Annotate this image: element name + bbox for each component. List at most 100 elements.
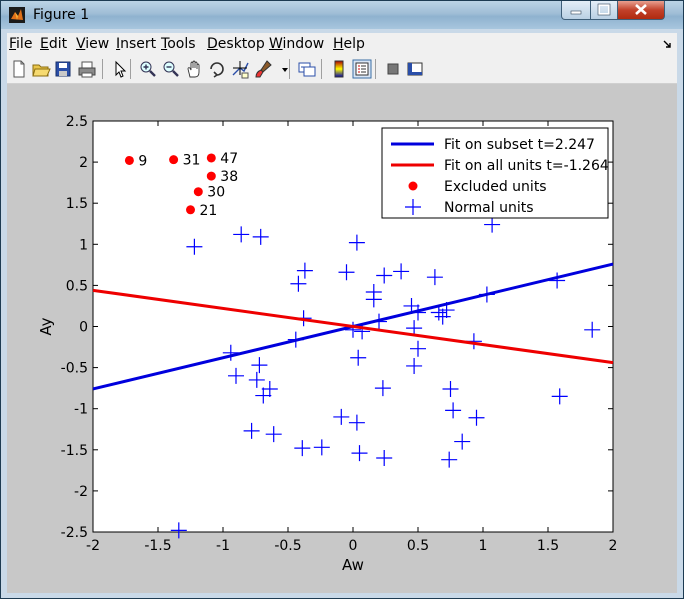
window-title: Figure 1: [33, 7, 90, 23]
menu-edit[interactable]: Edit: [40, 36, 68, 52]
normal-unit-marker: [441, 451, 458, 468]
normal-unit-marker: [248, 371, 265, 388]
toolbar-separator: [375, 59, 376, 79]
maximize-button[interactable]: [590, 1, 618, 20]
menu-accelerator-key: W: [269, 36, 283, 52]
normal-unit-marker: [333, 408, 350, 425]
y-tick-label: 2.5: [66, 114, 88, 130]
legend-button[interactable]: [352, 59, 372, 79]
show-plot-tools-button[interactable]: [405, 59, 425, 79]
normal-unit-marker: [393, 263, 410, 280]
normal-unit-marker: [290, 275, 307, 292]
pointer-button[interactable]: [110, 59, 130, 79]
new-file-icon: [13, 60, 25, 78]
close-button[interactable]: [617, 1, 665, 20]
menu-accelerator-key: I: [116, 36, 121, 52]
minimize-button[interactable]: [561, 1, 591, 20]
dock-arrow-icon[interactable]: [663, 39, 673, 49]
normal-unit-marker: [365, 291, 382, 308]
new-file-button[interactable]: [9, 59, 29, 79]
menu-desktop[interactable]: Desktop: [207, 36, 265, 52]
normal-unit-marker: [374, 380, 391, 397]
normal-unit-marker: [454, 433, 471, 450]
toolbar-separator: [102, 59, 103, 79]
link-plot-icon: [298, 62, 316, 77]
rotate-3d-icon: [210, 62, 224, 78]
x-tick-label: -0.5: [274, 538, 301, 554]
save-button[interactable]: [53, 59, 73, 79]
normal-unit-marker: [549, 272, 566, 289]
y-tick-label: 1.5: [66, 196, 88, 212]
pan-hand-button[interactable]: [184, 59, 204, 79]
pointer-icon: [115, 60, 127, 78]
menu-accelerator-key: E: [40, 36, 49, 52]
toolbar-separator: [321, 59, 322, 79]
y-tick-label: 0: [79, 320, 88, 336]
maximize-icon: [597, 3, 611, 16]
legend-entry: Normal units: [444, 200, 534, 216]
save-icon: [55, 61, 71, 77]
excluded-unit-marker: [206, 153, 216, 163]
fit-all-line: [92, 288, 614, 365]
menu-accelerator-key: T: [161, 36, 168, 52]
menu-help[interactable]: Help: [333, 36, 365, 52]
normal-unit-marker: [350, 349, 367, 366]
y-tick-label: -1.5: [61, 443, 88, 459]
x-tick-label: -2: [86, 538, 100, 554]
hide-plot-tools-button[interactable]: [383, 59, 403, 79]
y-tick-label: -2.5: [61, 525, 88, 541]
y-tick-label: -1: [74, 402, 88, 418]
title-bar[interactable]: Figure 1: [1, 1, 683, 29]
normal-unit-marker: [313, 439, 330, 456]
normal-unit-marker: [584, 321, 601, 338]
normal-unit-marker: [445, 402, 462, 419]
link-plot-button[interactable]: [297, 59, 317, 79]
x-tick-label: 1: [479, 538, 488, 554]
x-tick-label: -1: [216, 538, 230, 554]
menu-view[interactable]: View: [76, 36, 110, 52]
menu-file[interactable]: File: [9, 36, 33, 52]
x-tick-label: 2: [609, 538, 618, 554]
zoom-in-button[interactable]: [138, 59, 158, 79]
normal-unit-marker: [345, 321, 361, 338]
brush-dropdown-button[interactable]: [275, 59, 288, 79]
menu-accelerator-key: F: [9, 36, 17, 52]
toolbar-separator: [289, 59, 290, 79]
normal-unit-marker: [338, 264, 355, 281]
menu-insert[interactable]: Insert: [116, 36, 157, 52]
normal-unit-marker: [265, 426, 282, 443]
plot-area: -2 -1.5 -1 -0.5 0 0.5 1 1.5 2-2.5-2-1.5-1-0.500.…: [37, 114, 618, 574]
rotate-3d-button[interactable]: [207, 59, 227, 79]
menu-window[interactable]: Window: [269, 36, 325, 52]
normal-unit-marker: [348, 414, 365, 431]
normal-unit-marker: [484, 216, 501, 233]
normal-unit-marker: [376, 450, 393, 467]
close-icon: [635, 4, 647, 15]
open-folder-icon: [32, 64, 51, 77]
normal-unit-marker: [222, 344, 239, 361]
legend-entry: Fit on subset t=2.247: [444, 137, 595, 153]
brush-icon: [255, 60, 272, 78]
y-tick-label: -2: [74, 484, 88, 500]
colorbar-button[interactable]: [329, 59, 349, 79]
excluded-unit-label: 31: [183, 153, 201, 169]
menu-tools[interactable]: Tools: [161, 36, 196, 52]
normal-unit-marker: [294, 440, 311, 457]
minimize-icon: [570, 10, 582, 15]
brush-dropdown-icon: [282, 68, 288, 72]
legend-icon: [352, 59, 372, 79]
brush-button[interactable]: [254, 59, 274, 79]
toolbar-separator: [130, 59, 131, 79]
normal-unit-marker: [406, 320, 423, 337]
x-axis-label: Aw: [342, 556, 364, 574]
normal-unit-marker: [261, 380, 278, 397]
excluded-unit-marker: [124, 155, 134, 165]
data-cursor-button[interactable]: [230, 59, 250, 79]
zoom-out-button[interactable]: [161, 59, 181, 79]
normal-unit-marker: [255, 387, 272, 404]
normal-unit-marker: [354, 323, 371, 340]
normal-unit-marker: [351, 445, 368, 462]
open-folder-button[interactable]: [31, 59, 51, 79]
normal-unit-marker: [252, 228, 269, 245]
print-button[interactable]: [77, 59, 97, 79]
